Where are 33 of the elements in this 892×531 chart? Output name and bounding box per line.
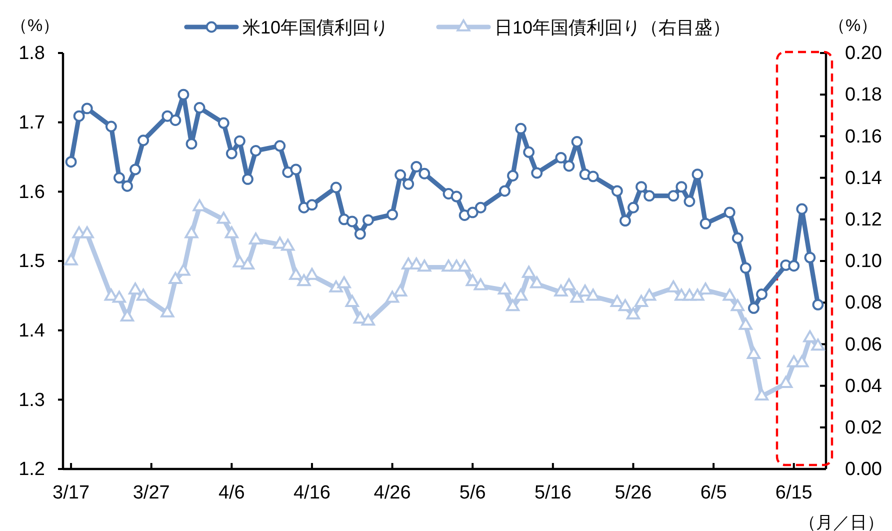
x-tick-label: 5/6 — [459, 482, 486, 504]
x-tick-label: 3/27 — [132, 482, 170, 504]
y2-tick-label: 0.20 — [845, 43, 882, 64]
y-axis-title: （%） — [10, 16, 60, 35]
y2-tick-label: 0.14 — [845, 168, 882, 189]
legend-label: 米10年国債利回り — [242, 17, 388, 38]
x-tick-label: 6/15 — [775, 482, 812, 504]
y-tick-label: 1.5 — [18, 251, 45, 272]
legend-label: 日10年国債利回り（右目盛） — [494, 17, 731, 38]
y-tick-label: 1.6 — [18, 182, 45, 203]
y-tick-label: 1.2 — [18, 459, 45, 480]
x-tick-label: 4/6 — [218, 482, 245, 504]
y2-tick-label: 0.04 — [845, 376, 882, 397]
y-tick-label: 1.8 — [18, 43, 45, 64]
y-tick-label: 1.3 — [18, 390, 45, 411]
x-tick-label: 3/17 — [52, 482, 90, 504]
y2-tick-label: 0.16 — [845, 126, 882, 148]
y2-axis-title: （%） — [828, 16, 878, 35]
x-axis-title: （月／日） — [799, 513, 884, 531]
x-tick-label: 4/26 — [374, 482, 411, 504]
y2-tick-label: 0.08 — [845, 292, 882, 314]
y2-tick-label: 0.10 — [845, 251, 882, 272]
y-tick-label: 1.7 — [18, 112, 45, 134]
x-tick-label: 5/26 — [614, 482, 652, 504]
y2-tick-label: 0.06 — [845, 334, 882, 356]
y2-tick-label: 0.00 — [845, 459, 882, 480]
y-tick-label: 1.4 — [18, 320, 46, 342]
y2-tick-label: 0.12 — [845, 209, 882, 230]
x-tick-label: 6/5 — [700, 482, 727, 504]
x-tick-label: 4/16 — [293, 482, 330, 504]
y2-tick-label: 0.18 — [845, 84, 882, 106]
x-tick-label: 5/16 — [534, 482, 572, 504]
y2-tick-label: 0.02 — [845, 417, 882, 438]
